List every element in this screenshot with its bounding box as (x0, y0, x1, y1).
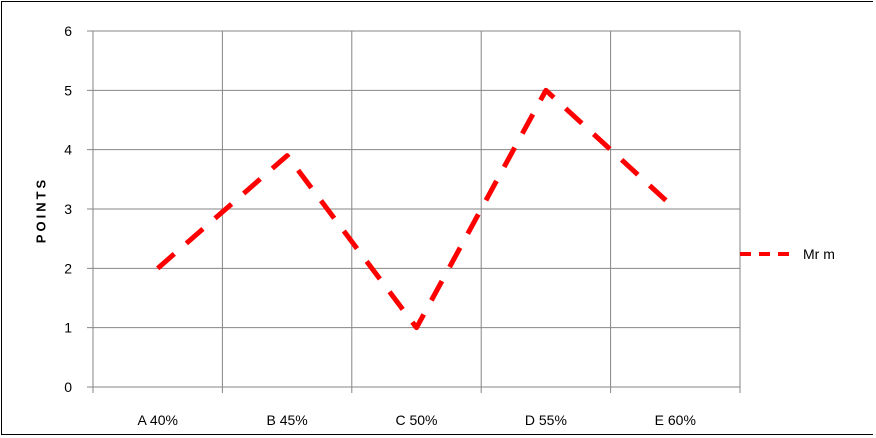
x-tick-label: B 45% (266, 412, 307, 428)
x-tick-label: C 50% (395, 412, 437, 428)
y-tick-label: 5 (64, 82, 72, 98)
y-tick-labels: 0 1 2 3 4 5 6 (64, 23, 72, 395)
y-tick-label: 0 (64, 379, 72, 395)
y-tick-label: 3 (64, 201, 72, 217)
x-tick-label: D 55% (525, 412, 567, 428)
x-tick-label: A 40% (137, 412, 177, 428)
legend-label: Mr m (803, 246, 835, 262)
y-tick-label: 6 (64, 23, 72, 39)
grid-lines (87, 30, 741, 393)
y-tick-label: 2 (64, 260, 72, 276)
x-tick-label: E 60% (655, 412, 696, 428)
x-tick-labels: A 40% B 45% C 50% D 55% E 60% (137, 412, 695, 428)
series-layer (156, 87, 677, 331)
legend: Mr m (740, 246, 835, 262)
y-tick-label: 1 (64, 320, 72, 336)
series-line (156, 87, 677, 331)
y-tick-label: 4 (64, 142, 72, 158)
y-axis-label: POINTS (33, 177, 48, 243)
